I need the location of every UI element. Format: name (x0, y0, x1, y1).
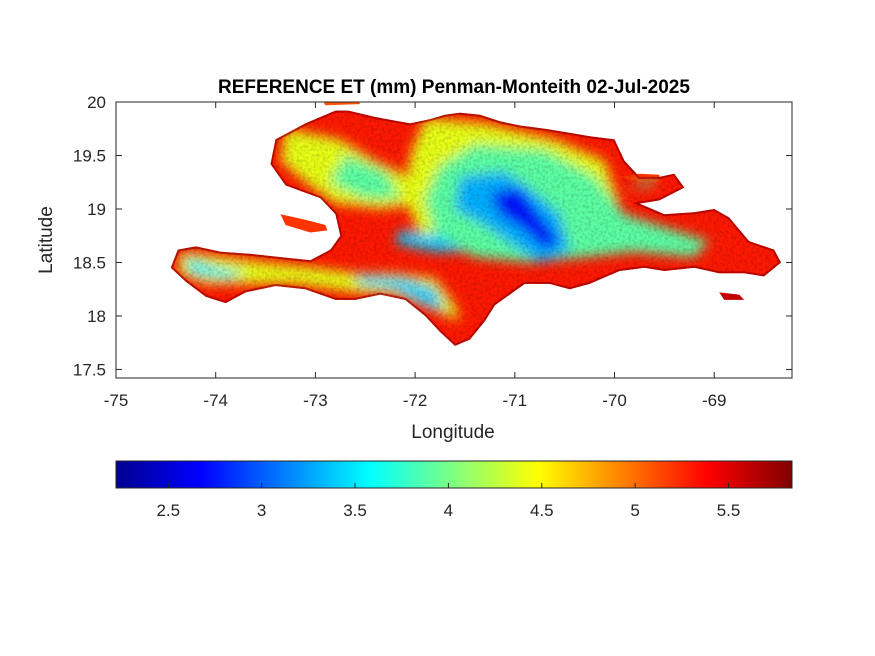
colorbar-gradient (115, 460, 793, 489)
y-axis-label: Latitude (36, 206, 57, 274)
map-title: REFERENCE ET (mm) Penman-Monteith 02-Jul… (218, 77, 690, 98)
colorbar: 2.5 3 3.5 4 4.5 5 5.5 (115, 460, 793, 520)
colorbar-ticks: 2.5 3 3.5 4 4.5 5 5.5 (156, 483, 740, 520)
colorbar-tick-label: 4 (444, 501, 453, 520)
axes-box (115, 101, 793, 379)
y-tick-label: 18.5 (73, 253, 106, 272)
x-tick-label: -70 (602, 391, 627, 410)
colorbar-tick-label: 5 (630, 501, 639, 520)
y-tick-label: 20 (87, 93, 106, 112)
land-tortuga-island (323, 102, 361, 106)
colorbar-tick-label: 3 (257, 501, 266, 520)
x-tick-label: -71 (503, 391, 528, 410)
y-tick-label: 18 (87, 307, 106, 326)
x-tick-label: -75 (104, 391, 129, 410)
colorbar-tick-label: 5.5 (717, 501, 741, 520)
x-axis-label: Longitude (411, 422, 494, 443)
map-axes: -75 -74 -73 -72 -71 -70 -69 20 19.5 19 18.5 18 17.5 (73, 93, 793, 410)
colorbar-tick-label: 4.5 (530, 501, 554, 520)
colorbar-tick-label: 3.5 (343, 501, 367, 520)
y-tick-label: 19 (87, 200, 106, 219)
colorbar-tick-label: 2.5 (156, 501, 180, 520)
x-tick-label: -73 (303, 391, 328, 410)
y-tick-label: 17.5 (73, 360, 106, 379)
y-tick-label: 19.5 (73, 146, 106, 165)
x-tick-label: -69 (702, 391, 727, 410)
y-ticks: 20 19.5 19 18.5 18 17.5 (73, 93, 792, 379)
x-tick-label: -74 (203, 391, 228, 410)
land-gonave-island (280, 214, 328, 233)
x-ticks: -75 -74 -73 -72 -71 -70 -69 (104, 102, 727, 410)
x-tick-label: -72 (403, 391, 428, 410)
land-saona-island (719, 292, 745, 300)
